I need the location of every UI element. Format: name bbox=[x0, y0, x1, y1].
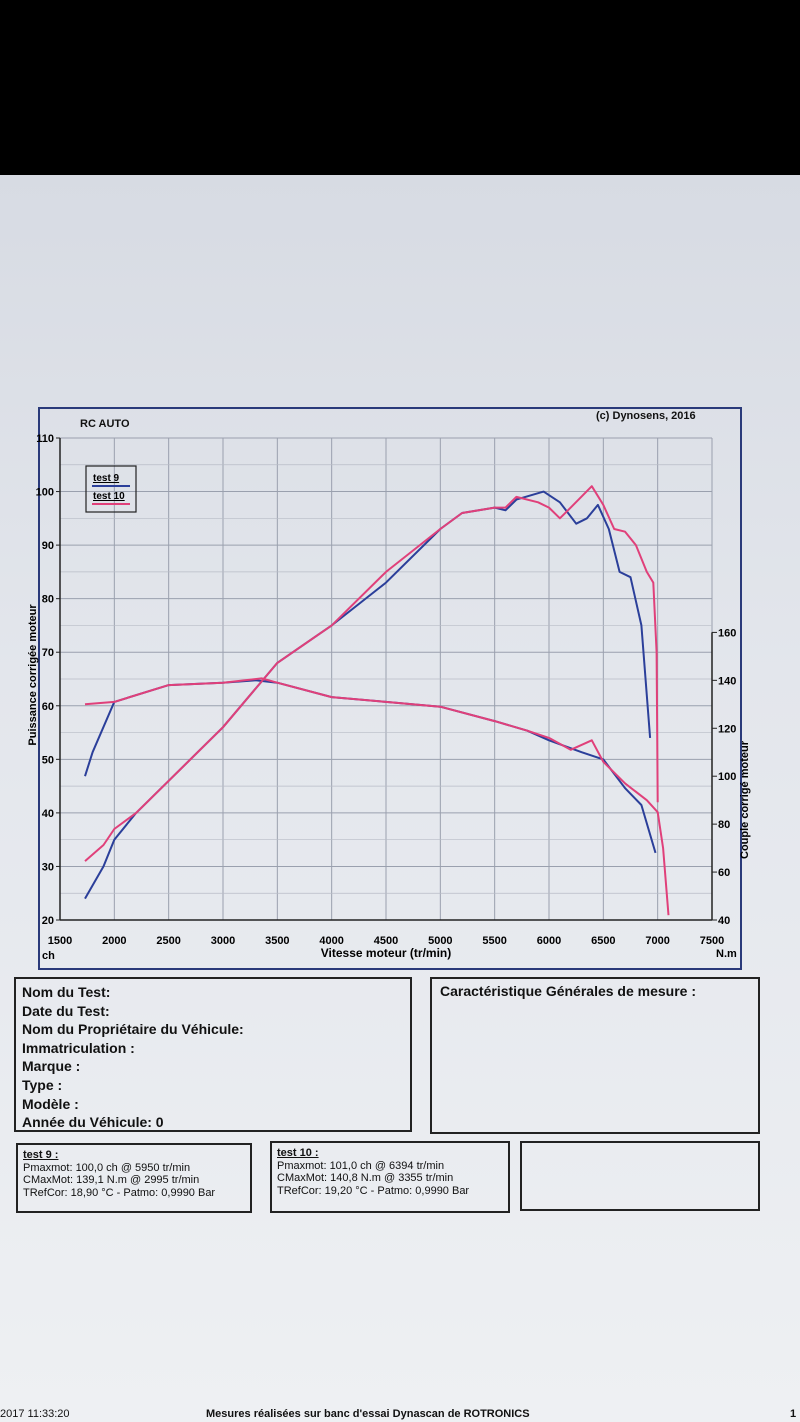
general-characteristics-title: Caractéristique Générales de mesure : bbox=[440, 983, 697, 999]
info-owner: Nom du Propriétaire du Véhicule: bbox=[22, 1021, 244, 1038]
x-unit-left: ch bbox=[42, 950, 55, 962]
y-right-tick-label: 120 bbox=[718, 723, 736, 735]
result-cmax: CMaxMot: 140,8 N.m @ 3355 tr/min bbox=[277, 1172, 454, 1184]
result-title: test 9 : bbox=[23, 1149, 59, 1161]
legend-label: test 9 bbox=[93, 473, 120, 484]
x-tick-label: 3500 bbox=[265, 935, 289, 947]
dyno-chart: 1500 2000 2500 3000 3500 4000 4500 5000 5500 6000… bbox=[27, 433, 751, 962]
axes bbox=[56, 437, 717, 921]
y-left-tick-label: 80 bbox=[42, 594, 54, 606]
x-tick-label: 5500 bbox=[482, 935, 506, 947]
result-cmax: CMaxMot: 139,1 N.m @ 2995 tr/min bbox=[23, 1174, 200, 1186]
x-tick-label: 2000 bbox=[102, 935, 126, 947]
info-registration: Immatriculation : bbox=[22, 1039, 135, 1056]
y-right-tick-label: 40 bbox=[718, 915, 730, 927]
result-title: test 10 : bbox=[277, 1147, 319, 1159]
x-axis-label: Vitesse moteur (tr/min) bbox=[321, 946, 451, 960]
y-left-tick-label: 100 bbox=[36, 487, 54, 499]
x-tick-label: 4500 bbox=[374, 935, 398, 947]
info-test-date: Date du Test: bbox=[22, 1002, 110, 1019]
vehicle-info-box: Nom du Test: Date du Test: Nom du Propri… bbox=[14, 977, 412, 1132]
result-pmax: Pmaxmot: 101,0 ch @ 6394 tr/min bbox=[277, 1159, 445, 1172]
results-box-empty bbox=[520, 1141, 760, 1211]
result-pmax: Pmaxmot: 100,0 ch @ 5950 tr/min bbox=[23, 1161, 191, 1174]
y-left-tick-label: 40 bbox=[42, 808, 54, 820]
y-axis-label-left: Puissance corrigée moteur bbox=[27, 604, 39, 746]
x-tick-label: 2500 bbox=[156, 935, 180, 947]
info-type: Type : bbox=[22, 1076, 63, 1093]
y-left-tick-label: 50 bbox=[42, 754, 54, 766]
y-left-tick-label: 20 bbox=[42, 915, 54, 927]
footer-page: 1 bbox=[790, 1408, 797, 1420]
header-left: RC AUTO bbox=[80, 418, 130, 430]
info-make: Marque : bbox=[22, 1058, 81, 1075]
y-left-tick-label: 110 bbox=[36, 433, 54, 445]
grid-lines bbox=[59, 437, 713, 921]
results-box-test9: test 9 : Pmaxmot: 100,0 ch @ 5950 tr/min… bbox=[16, 1143, 252, 1213]
chart-frame bbox=[38, 407, 742, 970]
y-right-tick-label: 140 bbox=[718, 675, 736, 687]
x-tick-label: 7500 bbox=[700, 935, 724, 947]
y-left-tick-label: 70 bbox=[42, 647, 54, 659]
series-lines bbox=[84, 485, 670, 916]
y-left-tick-label: 30 bbox=[42, 861, 54, 873]
y-right-tick-label: 100 bbox=[718, 771, 736, 783]
x-tick-label: 6500 bbox=[591, 935, 615, 947]
x-tick-label: 6000 bbox=[537, 935, 561, 947]
info-year: Année du Véhicule: 0 bbox=[22, 1114, 164, 1131]
general-characteristics-box: Caractéristique Générales de mesure : bbox=[430, 977, 760, 1134]
legend: test 9 test 10 bbox=[85, 465, 137, 513]
power-curve-test10 bbox=[84, 485, 659, 862]
y-left-tick-label: 90 bbox=[42, 540, 54, 552]
result-tref: TRefCor: 18,90 °C - Patmo: 0,9990 Bar bbox=[23, 1186, 216, 1199]
legend-box bbox=[85, 465, 137, 513]
legend-label: test 10 bbox=[93, 491, 125, 502]
y-right-tick-label: 60 bbox=[718, 867, 730, 879]
paper-sheet bbox=[0, 175, 800, 1422]
y-right-tick-label: 80 bbox=[718, 819, 730, 831]
tick-labels: 1500 2000 2500 3000 3500 4000 4500 5000 5500 6000… bbox=[36, 433, 737, 947]
power-curve-test9 bbox=[84, 490, 652, 900]
x-unit-right: N.m bbox=[716, 948, 737, 960]
y-axis-label-right: Couple corrigé moteur bbox=[739, 740, 751, 859]
footer-center: Mesures réalisées sur banc d'essai Dynas… bbox=[206, 1408, 530, 1420]
x-tick-label: 4000 bbox=[319, 935, 343, 947]
x-tick-label: 3000 bbox=[211, 935, 235, 947]
results-box-test10: test 10 : Pmaxmot: 101,0 ch @ 6394 tr/mi… bbox=[270, 1141, 510, 1213]
y-right-tick-label: 160 bbox=[718, 627, 736, 639]
x-tick-label: 1500 bbox=[48, 935, 72, 947]
header-right: (c) Dynosens, 2016 bbox=[596, 410, 696, 422]
info-model: Modèle : bbox=[22, 1095, 79, 1112]
y-left-tick-label: 60 bbox=[42, 701, 54, 713]
footer-datetime: 2017 11:33:20 bbox=[0, 1408, 70, 1420]
info-test-name: Nom du Test: bbox=[22, 984, 111, 1000]
result-tref: TRefCor: 19,20 °C - Patmo: 0,9990 Bar bbox=[277, 1184, 470, 1197]
x-tick-label: 5000 bbox=[428, 935, 452, 947]
torque-curve-test10 bbox=[84, 677, 670, 916]
x-tick-label: 7000 bbox=[645, 935, 669, 947]
